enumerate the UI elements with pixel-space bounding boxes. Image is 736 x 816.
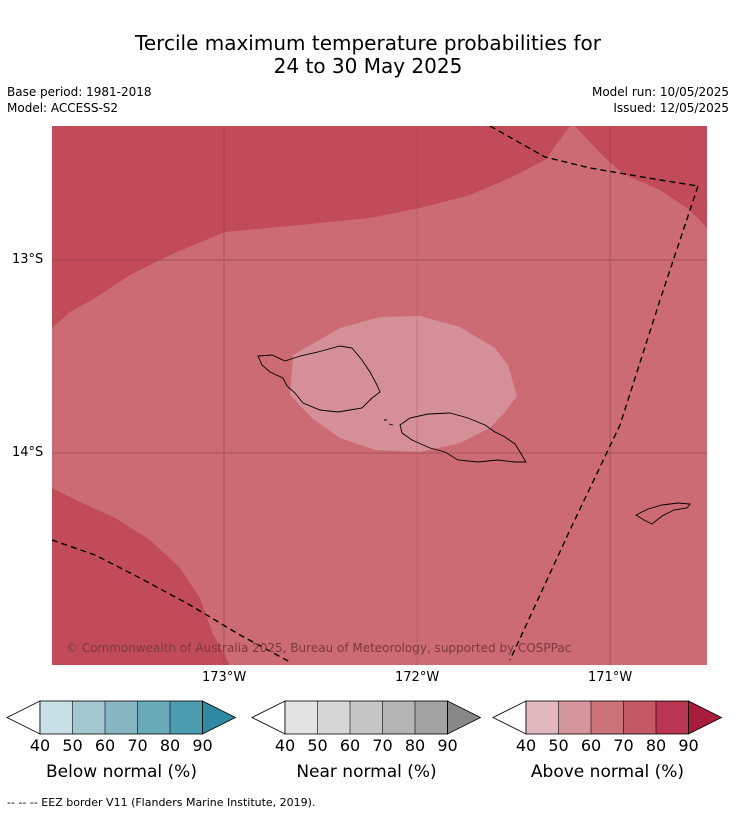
model-name: Model: ACCESS-S2 <box>7 101 119 115</box>
colorbar-tick-label: 40 <box>29 736 51 755</box>
colorbar-below-label: Below normal (%) <box>46 762 197 782</box>
colorbar-above-label: Above normal (%) <box>530 762 685 782</box>
colorbar-tick-label: 40 <box>515 736 537 755</box>
colorbar-under-triangle <box>6 700 41 735</box>
colorbar-swatch <box>317 701 350 734</box>
island-savaii <box>257 345 381 413</box>
colorbar-outline <box>39 700 203 735</box>
issued-date: Issued: 12/05/2025 <box>613 101 729 115</box>
colorbar-swatch <box>285 701 318 734</box>
colorbar-outline <box>525 700 689 735</box>
colorbar-tick-label: 90 <box>192 736 213 755</box>
island-tutuila <box>635 502 691 525</box>
eez-border-north <box>489 126 699 187</box>
colorbar-tick-label: 90 <box>437 736 458 755</box>
colorbar-swatch <box>591 701 624 734</box>
lon-label-172w: 172°W <box>395 670 440 685</box>
lat-label-14s: 14°S <box>12 445 44 460</box>
colorbar-over-triangle <box>447 700 482 735</box>
colorbar-near-normal <box>251 700 482 735</box>
colorbar-tick-label: 50 <box>62 736 83 755</box>
chart-title-line2: 24 to 30 May 2025 <box>273 54 463 78</box>
colorbar-tick-label: 70 <box>372 736 393 755</box>
island-manono <box>384 419 394 426</box>
colorbar-above-normal <box>492 700 723 735</box>
colorbar-swatch <box>72 701 105 734</box>
colorbar-under-triangle <box>492 700 527 735</box>
colorbar-tick-label: 90 <box>678 736 699 755</box>
model-run-date: Model run: 10/05/2025 <box>591 85 729 99</box>
colorbar-under-triangle <box>251 700 286 735</box>
lon-label-171w: 171°W <box>588 670 633 685</box>
colorbar-swatch <box>350 701 383 734</box>
colorbar-swatch <box>526 701 559 734</box>
colorbar-tick-label: 80 <box>645 736 667 755</box>
colorbar-tick-label: 70 <box>127 736 148 755</box>
colorbar-swatch <box>656 701 689 734</box>
prob-region-above-70-80-north <box>52 126 570 328</box>
colorbar-over-triangle <box>688 700 723 735</box>
colorbar-tick-label: 60 <box>94 736 116 755</box>
prob-region-above-50-60 <box>290 316 517 452</box>
prob-region-above-70-80-southwest <box>52 488 230 665</box>
colorbar-swatch <box>170 701 203 734</box>
colorbar-swatch <box>40 701 73 734</box>
colorbar-swatch <box>382 701 415 734</box>
colorbar-below-normal <box>6 700 237 735</box>
colorbar-tick-label: 60 <box>339 736 361 755</box>
colorbar-swatch <box>105 701 138 734</box>
island-upolu <box>399 412 527 463</box>
colorbar-swatch <box>558 701 591 734</box>
colorbar-tick-label: 80 <box>159 736 181 755</box>
copyright-notice: © Commonwealth of Australia 2025, Bureau… <box>66 641 572 655</box>
colorbar-swatch <box>137 701 170 734</box>
lat-label-13s: 13°S <box>12 252 44 267</box>
colorbar-tick-label: 50 <box>548 736 569 755</box>
colorbar-tick-label: 70 <box>613 736 634 755</box>
eez-border-southwest <box>52 539 291 663</box>
colorbar-tick-label: 40 <box>274 736 296 755</box>
colorbar-tick-label: 60 <box>580 736 602 755</box>
colorbar-tick-label: 50 <box>307 736 328 755</box>
eez-border-east <box>509 185 699 661</box>
colorbar-outline <box>284 700 448 735</box>
lon-label-173w: 173°W <box>202 670 247 685</box>
colorbar-swatch <box>623 701 656 734</box>
colorbar-near-label: Near normal (%) <box>296 762 437 782</box>
base-period: Base period: 1981-2018 <box>7 85 152 99</box>
eez-footnote: -- -- -- EEZ border V11 (Flanders Marine… <box>7 796 316 809</box>
colorbar-swatch <box>415 701 448 734</box>
colorbars <box>6 700 723 735</box>
chart-title-line1: Tercile maximum temperature probabilitie… <box>135 31 601 55</box>
colorbar-tick-label: 80 <box>404 736 426 755</box>
colorbar-over-triangle <box>202 700 237 735</box>
